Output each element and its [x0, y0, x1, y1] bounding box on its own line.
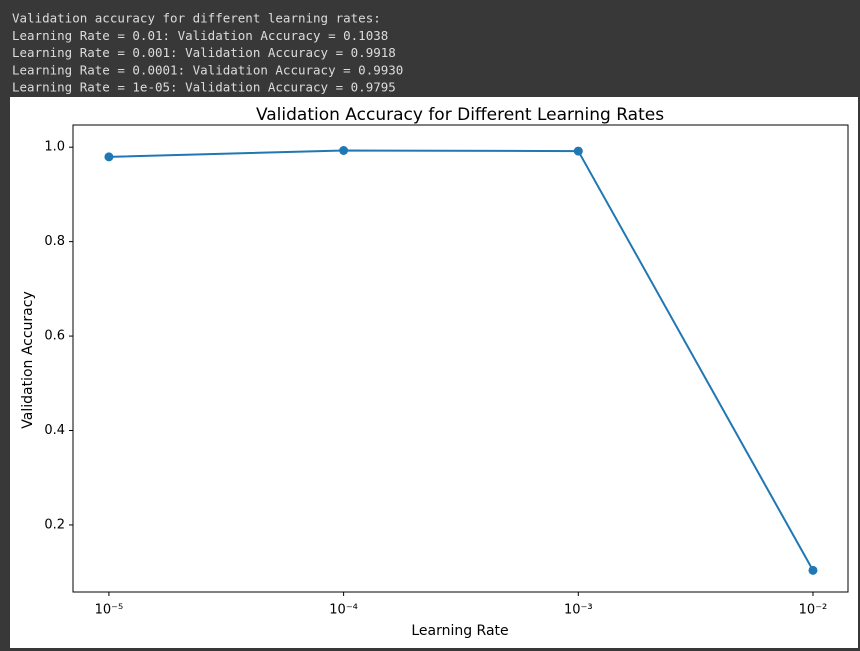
axes-frame — [72, 124, 849, 593]
data-line — [108, 149, 814, 571]
console-line: Learning Rate = 1e-05: Validation Accura… — [12, 80, 396, 95]
x-axis-label: Learning Rate — [411, 623, 508, 639]
y-tick-label: 1.0 — [44, 140, 65, 155]
y-tick-label: 0.2 — [44, 517, 65, 532]
data-point — [573, 146, 583, 156]
y-tick-label: 0.8 — [44, 234, 65, 249]
y-tick-label: 0.4 — [44, 423, 65, 438]
x-tick-label: 10⁻⁴ — [329, 603, 358, 618]
console-line: Learning Rate = 0.0001: Validation Accur… — [12, 62, 403, 77]
console-line: Validation accuracy for different learni… — [12, 11, 381, 26]
data-point — [808, 565, 818, 575]
chart-title: Validation Accuracy for Different Learni… — [256, 105, 664, 125]
data-point — [104, 152, 114, 162]
x-tick-label: 10⁻² — [799, 603, 828, 618]
figure-background — [10, 97, 858, 648]
data-point — [339, 145, 349, 155]
y-axis-label: Validation Accuracy — [20, 291, 36, 429]
x-tick-label: 10⁻⁵ — [95, 603, 124, 618]
console-line: Learning Rate = 0.01: Validation Accurac… — [12, 28, 388, 43]
x-tick-label: 10⁻³ — [564, 603, 593, 618]
y-tick-label: 0.6 — [44, 329, 65, 344]
console-line: Learning Rate = 0.001: Validation Accura… — [12, 45, 396, 60]
